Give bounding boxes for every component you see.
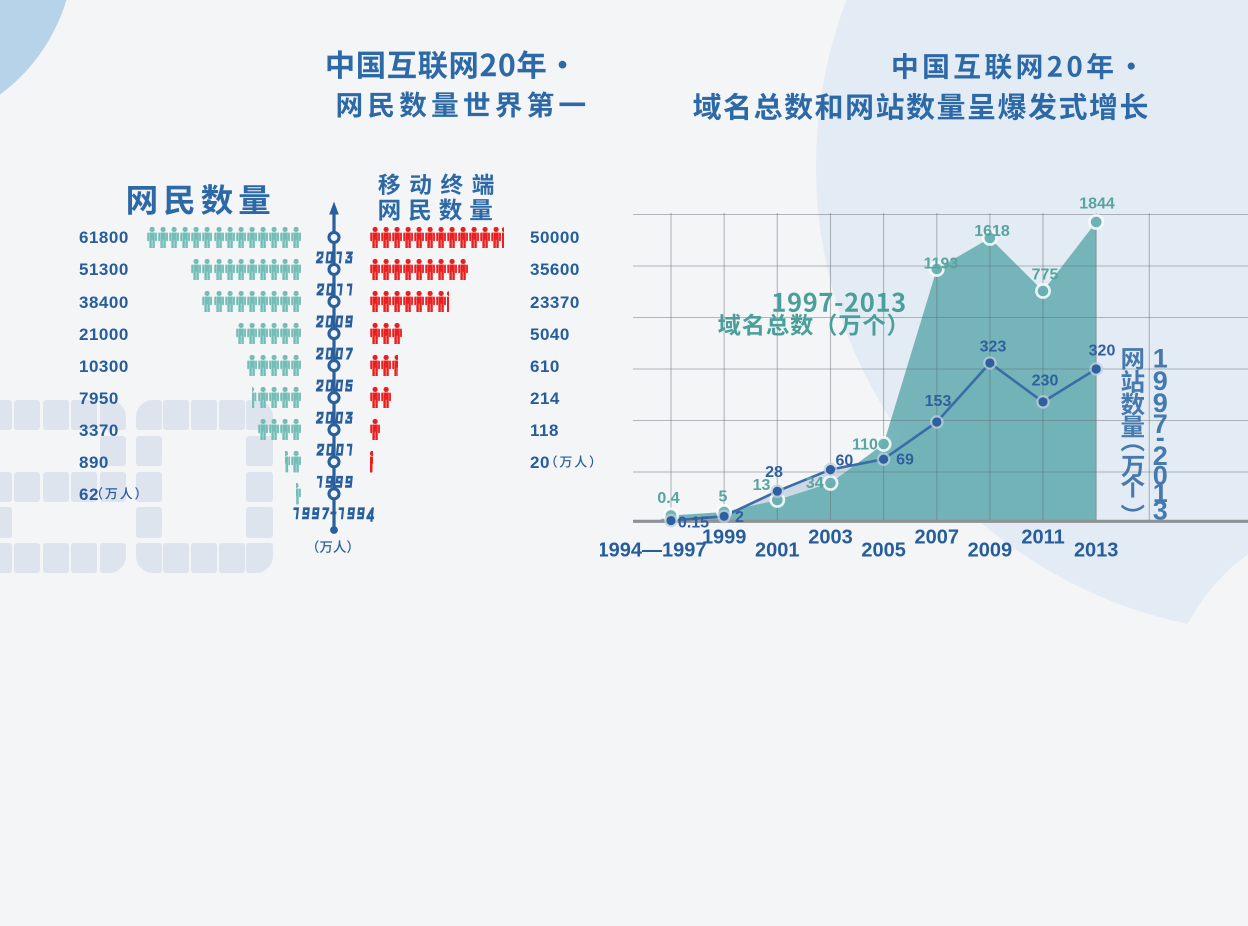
svg-text:1994—1997: 1994—1997 [600,540,706,562]
svg-text:110: 110 [852,437,878,454]
svg-text:323: 323 [980,339,1007,356]
svg-text:2009: 2009 [968,540,1013,562]
svg-text:1844: 1844 [1079,196,1115,213]
svg-text:1: 1 [1153,478,1168,508]
svg-text:2001: 2001 [755,540,800,562]
svg-text:34: 34 [806,475,824,492]
svg-text:2007: 2007 [915,527,960,549]
svg-text:2: 2 [1153,441,1168,471]
svg-text:7: 7 [1153,409,1168,439]
svg-text:1999: 1999 [702,527,747,549]
svg-text:69: 69 [896,452,914,469]
svg-text:2005: 2005 [861,540,906,562]
svg-text:1618: 1618 [974,223,1010,240]
svg-text:2013: 2013 [1074,540,1119,562]
svg-text:153: 153 [925,393,952,410]
svg-text:0: 0 [1153,460,1168,490]
svg-text:320: 320 [1089,343,1116,360]
svg-text:1: 1 [1153,344,1168,374]
svg-text:2003: 2003 [808,527,853,549]
svg-text:60: 60 [836,453,854,470]
svg-text:1193: 1193 [924,256,959,273]
svg-text:9: 9 [1153,388,1168,418]
svg-text:775: 775 [1032,267,1059,284]
svg-text:-: - [1156,423,1165,453]
svg-text:2011: 2011 [1021,527,1064,549]
svg-text:3: 3 [1153,496,1168,526]
svg-text:0.15: 0.15 [678,515,709,532]
svg-text:2: 2 [735,509,744,526]
svg-text:0.4: 0.4 [657,490,679,507]
svg-text:230: 230 [1032,373,1059,390]
svg-text:13: 13 [753,477,771,494]
svg-text:9: 9 [1153,366,1168,396]
svg-text:28: 28 [765,464,783,481]
svg-text:5: 5 [719,489,728,506]
